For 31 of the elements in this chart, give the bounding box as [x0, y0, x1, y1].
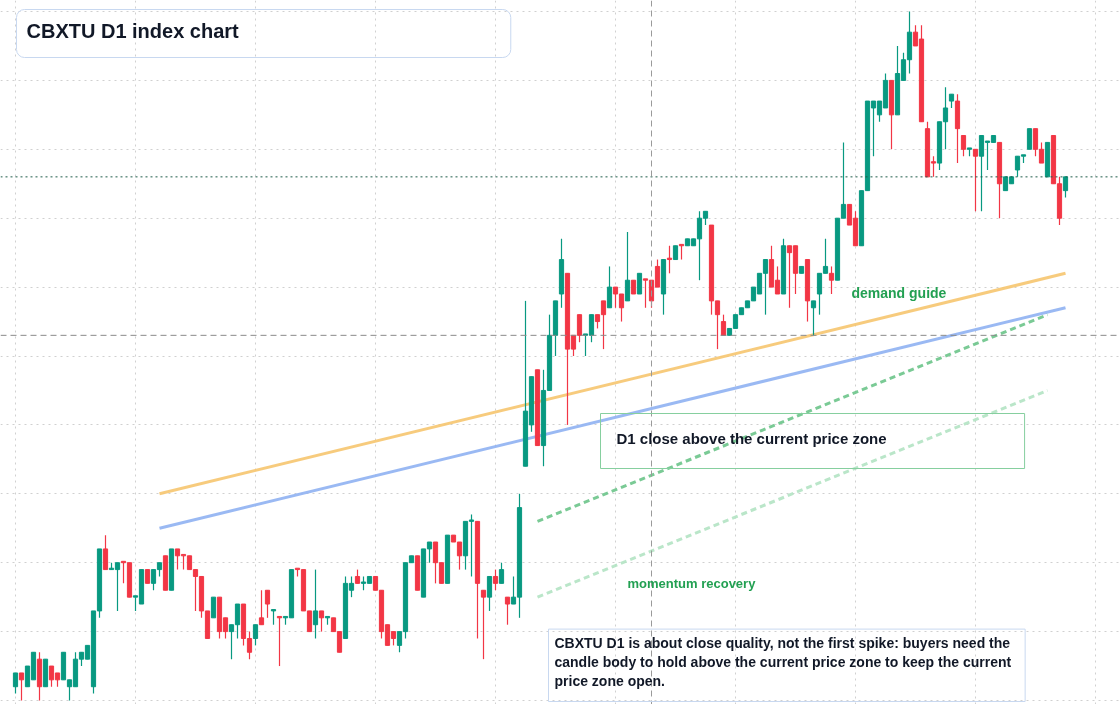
candlestick — [12, 672, 19, 695]
candlestick — [264, 589, 271, 619]
candlestick — [576, 314, 583, 343]
annotation: CBXTU D1 is about close quality, not the first spike: buyers need the candle body to hold above the current price zone to keep the current price zone open. — [554, 635, 1012, 690]
candlestick — [210, 596, 217, 619]
candlestick — [276, 615, 283, 667]
candlestick — [318, 610, 325, 633]
candlestick — [666, 245, 673, 274]
candlestick — [606, 265, 613, 309]
annotation: D1 close above the current price zone — [616, 429, 887, 447]
candlestick — [624, 231, 631, 302]
candlestick — [498, 562, 505, 584]
candlestick — [636, 272, 643, 295]
candlestick — [504, 596, 511, 626]
candlestick — [258, 589, 265, 626]
candlestick — [810, 300, 817, 336]
candlestick — [828, 265, 835, 295]
candlestick — [492, 568, 499, 591]
candlestick — [252, 624, 259, 646]
candlestick — [312, 568, 319, 640]
candlestick — [18, 672, 25, 702]
candlestick — [102, 534, 109, 571]
candlestick — [972, 148, 979, 212]
candlestick — [960, 134, 967, 157]
candlestick — [1026, 128, 1033, 150]
candlestick — [486, 575, 493, 612]
annotation: demand guide — [851, 284, 947, 301]
candlestick — [1062, 176, 1069, 199]
candlestick — [480, 589, 487, 660]
chart-title: CBXTU D1 index chart — [26, 19, 240, 42]
annotation: momentum recovery — [627, 575, 757, 591]
